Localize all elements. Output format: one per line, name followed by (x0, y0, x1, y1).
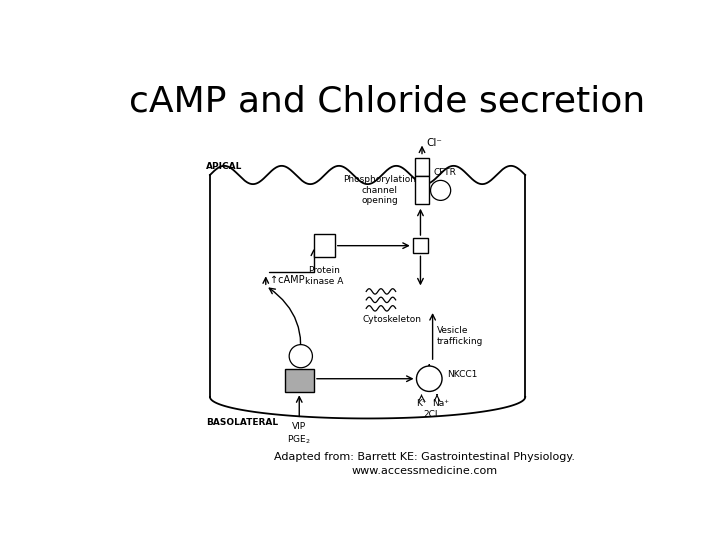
Bar (415, 176, 429, 204)
Text: PGE$_2$: PGE$_2$ (287, 433, 311, 446)
Text: VIP: VIP (292, 422, 306, 431)
Circle shape (289, 345, 312, 368)
Text: Cl⁻: Cl⁻ (426, 138, 442, 147)
Bar (415, 158, 429, 176)
Text: APICAL: APICAL (206, 162, 243, 171)
Text: C: C (417, 241, 424, 251)
Text: R: R (321, 237, 328, 247)
Bar (284, 369, 314, 393)
Text: CFTR: CFTR (433, 168, 456, 177)
Text: www.accessmedicine.com: www.accessmedicine.com (352, 467, 498, 476)
Text: C: C (321, 247, 328, 257)
Circle shape (431, 180, 451, 200)
Bar (413, 238, 428, 253)
Text: Protein
kinase A: Protein kinase A (305, 266, 343, 286)
Text: ↑cAMP: ↑cAMP (270, 274, 305, 285)
Text: G$_s$: G$_s$ (294, 350, 307, 362)
Text: NKCC1: NKCC1 (446, 369, 477, 379)
Text: Adapted from: Barrett KE: Gastrointestinal Physiology.: Adapted from: Barrett KE: Gastrointestin… (274, 452, 575, 462)
Bar (314, 234, 335, 257)
Text: K⁺: K⁺ (416, 399, 427, 408)
Text: 2Cl: 2Cl (423, 410, 438, 419)
Text: P: P (438, 186, 444, 195)
Text: A.C.: A.C. (289, 376, 310, 386)
Text: Vesicle
trafficking: Vesicle trafficking (436, 326, 483, 346)
Text: Cytoskeleton: Cytoskeleton (362, 314, 421, 323)
Text: Phosphorylation
channel
opening: Phosphorylation channel opening (343, 176, 416, 205)
Text: Na⁺: Na⁺ (433, 399, 449, 408)
Text: BASOLATERAL: BASOLATERAL (206, 418, 278, 427)
Circle shape (416, 366, 442, 391)
Text: cAMP and Chloride secretion: cAMP and Chloride secretion (129, 84, 645, 118)
